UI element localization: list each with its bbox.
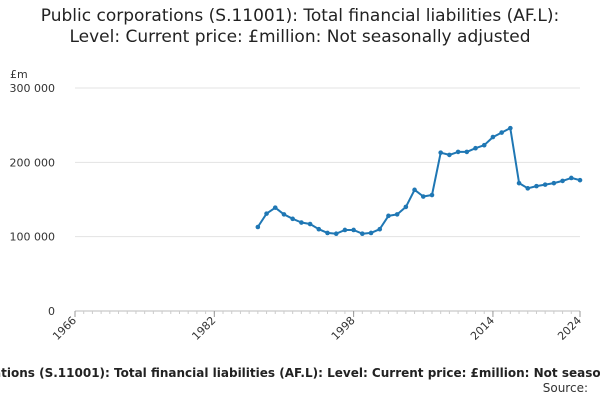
data-point <box>307 221 313 227</box>
data-point <box>455 149 461 155</box>
data-point <box>264 211 269 216</box>
data-point <box>464 149 470 155</box>
data-point <box>316 226 322 232</box>
x-tick-label: 1982 <box>189 314 218 343</box>
data-point <box>429 192 435 198</box>
x-tick-label: 2014 <box>468 314 497 343</box>
y-tick-label: 0 <box>48 305 55 318</box>
data-point <box>377 226 383 232</box>
data-point <box>403 204 409 210</box>
data-point <box>342 227 348 233</box>
data-point <box>412 187 417 193</box>
data-point <box>351 227 356 233</box>
y-tick-label: 200 000 <box>10 156 56 169</box>
data-point <box>299 220 304 225</box>
source-label: Source: <box>542 381 588 395</box>
data-point <box>333 231 339 236</box>
data-point <box>420 194 426 199</box>
data-point <box>281 212 287 217</box>
data-point <box>577 177 583 183</box>
data-point <box>490 134 496 140</box>
data-point <box>447 152 452 158</box>
legend: Public corporations (S.11001): Total fin… <box>0 366 600 384</box>
x-tick-label: 1998 <box>329 314 358 343</box>
y-tick-label: 100 000 <box>10 231 56 244</box>
data-point <box>560 178 565 184</box>
y-tick-label: 300 000 <box>10 82 56 95</box>
chart-title: Public corporations (S.11001): Total fin… <box>40 6 560 47</box>
legend-label: Public corporations (S.11001): Total fin… <box>0 366 600 380</box>
x-tick-label: 2024 <box>555 314 584 343</box>
data-point <box>516 180 522 186</box>
data-point <box>290 216 295 222</box>
data-point <box>473 145 478 151</box>
data-point <box>325 230 330 236</box>
series-line <box>256 127 581 235</box>
data-point <box>386 213 391 219</box>
data-point <box>508 125 513 131</box>
data-point <box>499 130 504 135</box>
data-point <box>534 183 539 189</box>
y-unit-label: £m <box>10 68 28 81</box>
data-point <box>438 150 443 155</box>
data-point <box>368 230 374 236</box>
data-point <box>255 224 261 230</box>
data-point <box>394 212 400 217</box>
data-point <box>551 180 557 186</box>
data-point <box>542 182 548 187</box>
data-point <box>568 175 574 181</box>
data-point <box>481 142 487 148</box>
x-tick-label: 1966 <box>50 314 79 343</box>
data-point <box>272 205 278 210</box>
data-point <box>360 231 365 236</box>
data-point <box>525 186 531 191</box>
